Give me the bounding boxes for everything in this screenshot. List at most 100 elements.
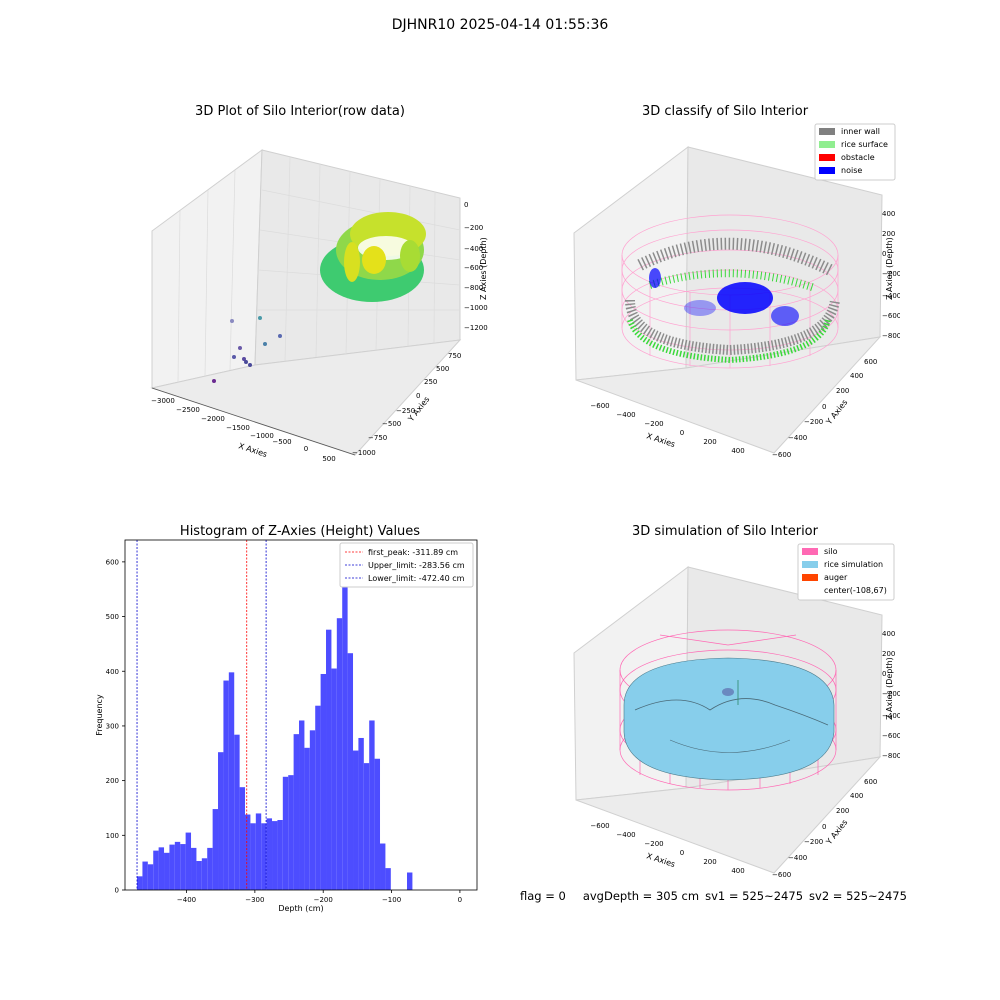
histogram-bar [153,850,159,890]
histogram-bar [336,618,343,890]
legend-swatch-obstacle [819,154,835,161]
status-line: flag = 0 avgDepth = 305 cm sv1 = 525~2475… [520,889,913,903]
histogram-bar [239,787,246,890]
sim-ztick: −600 [882,732,900,740]
histogram-bar [234,734,240,890]
sim-xtick: −400 [616,831,635,839]
histogram-bar [261,823,267,890]
histogram-bar [164,852,170,890]
raw-ztick: −400 [464,245,483,253]
histogram-bar [137,876,143,890]
histogram-bar [223,680,229,890]
raw-ztick: −1000 [464,304,488,312]
histogram-bar [196,861,202,890]
classify-rice-surface [627,269,831,364]
classify-ztick: −800 [882,332,900,340]
sim-ytick: −600 [772,871,791,879]
histogram-ytick-label: 400 [106,668,119,676]
classify-xtick: 400 [731,447,744,455]
histogram-bar [142,861,148,890]
sim-rice-surface [623,657,835,781]
classify-ytick: 600 [864,358,877,366]
raw-ytick: 0 [416,392,420,400]
raw-ytick: 750 [448,352,461,360]
legend-swatch-noise [819,167,835,174]
sim-ytick: 600 [864,778,877,786]
simulation-plot-title: 3D simulation of Silo Interior [632,524,818,539]
raw-zlabel: Z Axies (Depth) [479,237,488,300]
raw-point-cloud [320,212,426,302]
classify-ztick: 200 [882,230,895,238]
raw-ztick: −600 [464,264,483,272]
histogram-bar [342,562,348,890]
raw-xlabel: X Axies [237,441,268,459]
histogram-bar [245,814,251,890]
histogram-xtick-label: −400 [177,896,196,904]
raw-ytick: −1000 [352,449,376,457]
histogram-ytick-label: 100 [106,832,119,840]
histogram-chart[interactable]: −400 −300 −200 −100 0 0 100 200 300 400 500 600 De… [80,530,490,920]
histogram-bar [250,823,256,890]
histogram-bar [385,868,391,890]
sim-ytick-labels: −600 −400 −200 0 200 400 600 [772,778,877,879]
histogram-bars [137,562,413,890]
raw-xtick: −3000 [151,397,175,405]
sim-ztick: −200 [882,690,900,698]
histogram-bar [207,847,213,890]
legend-label: rice surface [841,140,888,149]
raw-3d-plot[interactable]: −3000 −2500 −2000 −1500 −1000 −500 0 500… [130,130,510,470]
sim-xlabel: X Axies [645,851,676,869]
legend-swatch-rice-simulation [802,561,818,568]
classify-ylabel: Y Axies [824,398,850,427]
raw-ztick-labels: 0 −200 −400 −600 −800 −1000 −1200 [464,201,488,332]
legend-swatch-rice-surface [819,141,835,148]
raw-ytick: −750 [368,434,387,442]
sim-zlabel: Z Axies (Depth) [885,657,894,720]
raw-xtick: −2500 [176,406,200,414]
legend-label: silo [824,547,838,556]
legend-label: noise [841,166,862,175]
classify-ztick: 0 [882,250,886,258]
histogram-bar [347,653,354,890]
histogram-yticks: 0 100 200 300 400 500 600 [106,558,125,895]
histogram-ylabel: Frequency [95,694,104,736]
histogram-ytick-label: 500 [106,613,119,621]
histogram-bar [174,841,181,890]
figure-title: DJHNR10 2025-04-14 01:55:36 [391,17,609,33]
classify-xtick: 0 [680,429,684,437]
histogram-xticks: −400 −300 −200 −100 0 [177,890,462,904]
classify-ytick: 400 [850,372,863,380]
histogram-bar [147,864,154,890]
histogram-frame [124,539,478,891]
classify-inner-wall [625,237,840,356]
sim-ytick: 0 [822,823,826,831]
raw-xtick: −500 [272,438,291,446]
classify-ytick: −600 [772,451,791,459]
histogram-bar [255,813,262,890]
histogram-xtick-label: −200 [314,896,333,904]
histogram-legend: first_peak: -311.89 cm Upper_limit: -283… [339,542,474,588]
histogram-ytick-label: 600 [106,558,119,566]
histogram-bar [288,775,294,890]
raw-xtick-labels: −3000 −2500 −2000 −1500 −1000 −500 0 500 [151,397,336,463]
classify-ztick: −600 [882,312,900,320]
sim-legend: silo rice simulation auger center(-108,6… [797,543,895,601]
histogram-xtick-label: −300 [245,896,264,904]
simulation-3d-plot[interactable]: −600 −400 −200 0 200 400 X Axies −600 −4… [560,540,900,885]
raw-xtick: −2000 [201,415,225,423]
histogram-bar [315,705,321,890]
histogram-bar [201,858,208,890]
histogram-bar [169,844,175,890]
sim-ztick: −800 [882,752,900,760]
sim-xtick: −600 [590,822,609,830]
raw-xtick: −1500 [226,424,250,432]
legend-swatch-auger [802,574,818,581]
classify-3d-plot[interactable]: −600 −400 −200 0 200 400 X Axies −600 −4… [560,120,900,465]
sim-ztick: 0 [882,670,886,678]
classify-ytick: 0 [822,403,826,411]
raw-ztick: 0 [464,201,468,209]
status-sv1: sv1 = 525~2475 [705,889,804,903]
legend-label: center(-108,67) [824,586,887,595]
sim-ytick: 400 [850,792,863,800]
histogram-title: Histogram of Z-Axies (Height) Values [179,524,421,539]
